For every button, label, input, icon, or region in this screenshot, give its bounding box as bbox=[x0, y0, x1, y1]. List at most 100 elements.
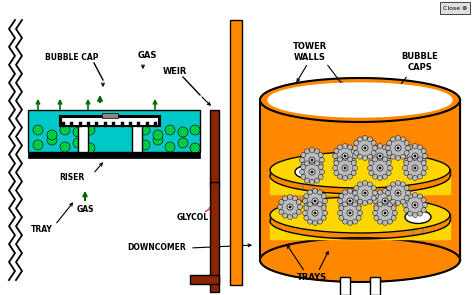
Circle shape bbox=[373, 145, 377, 150]
Circle shape bbox=[377, 153, 383, 159]
Circle shape bbox=[404, 207, 409, 212]
Polygon shape bbox=[260, 78, 460, 122]
Circle shape bbox=[395, 201, 401, 206]
Circle shape bbox=[369, 160, 374, 165]
Circle shape bbox=[383, 199, 386, 202]
Circle shape bbox=[304, 178, 310, 183]
Circle shape bbox=[321, 206, 326, 211]
Circle shape bbox=[73, 138, 83, 148]
Circle shape bbox=[351, 171, 356, 176]
Circle shape bbox=[342, 165, 348, 171]
Bar bbox=[370, 277, 380, 295]
Circle shape bbox=[369, 171, 374, 176]
Circle shape bbox=[357, 199, 363, 204]
Circle shape bbox=[301, 175, 306, 179]
Circle shape bbox=[318, 175, 323, 179]
Circle shape bbox=[47, 130, 57, 140]
Circle shape bbox=[402, 153, 408, 158]
Circle shape bbox=[391, 182, 395, 187]
Circle shape bbox=[388, 219, 392, 224]
Circle shape bbox=[301, 165, 306, 170]
Circle shape bbox=[304, 206, 309, 211]
Circle shape bbox=[421, 207, 426, 212]
Circle shape bbox=[351, 160, 356, 165]
Circle shape bbox=[321, 216, 326, 220]
Bar bbox=[60, 116, 160, 126]
Circle shape bbox=[305, 191, 325, 211]
Circle shape bbox=[312, 189, 318, 194]
Bar bbox=[129, 122, 132, 127]
Circle shape bbox=[391, 154, 395, 159]
Circle shape bbox=[178, 138, 188, 148]
Circle shape bbox=[396, 147, 400, 150]
Circle shape bbox=[408, 174, 412, 179]
Circle shape bbox=[412, 153, 418, 159]
Ellipse shape bbox=[405, 211, 431, 224]
Circle shape bbox=[383, 162, 388, 167]
Bar bbox=[87, 122, 90, 127]
Circle shape bbox=[383, 201, 388, 206]
Circle shape bbox=[347, 220, 353, 225]
Circle shape bbox=[351, 148, 356, 153]
Circle shape bbox=[337, 145, 343, 150]
Bar bbox=[104, 122, 107, 127]
Circle shape bbox=[308, 219, 312, 224]
Circle shape bbox=[300, 170, 304, 175]
Circle shape bbox=[190, 125, 200, 135]
Bar bbox=[137, 122, 140, 127]
Circle shape bbox=[418, 174, 422, 179]
Circle shape bbox=[405, 158, 425, 178]
Circle shape bbox=[422, 153, 428, 158]
Circle shape bbox=[308, 190, 312, 195]
Text: Close ⊗: Close ⊗ bbox=[443, 6, 467, 11]
Bar bbox=[132, 124, 142, 152]
Circle shape bbox=[391, 137, 395, 142]
Circle shape bbox=[404, 150, 409, 155]
Circle shape bbox=[367, 154, 373, 159]
Circle shape bbox=[344, 166, 346, 170]
Bar bbox=[210, 110, 219, 185]
Circle shape bbox=[404, 158, 409, 163]
Circle shape bbox=[370, 158, 390, 178]
Circle shape bbox=[367, 153, 373, 158]
Circle shape bbox=[391, 194, 396, 199]
Circle shape bbox=[377, 219, 383, 224]
Circle shape bbox=[305, 203, 325, 223]
Circle shape bbox=[373, 162, 377, 167]
Circle shape bbox=[339, 204, 344, 209]
Circle shape bbox=[367, 165, 373, 171]
Bar bbox=[28, 110, 200, 152]
Circle shape bbox=[401, 182, 405, 187]
Circle shape bbox=[412, 176, 418, 181]
Circle shape bbox=[310, 148, 315, 153]
Circle shape bbox=[153, 130, 163, 140]
Circle shape bbox=[322, 211, 328, 216]
Circle shape bbox=[296, 199, 301, 204]
Circle shape bbox=[33, 125, 43, 135]
Circle shape bbox=[369, 158, 374, 163]
Circle shape bbox=[279, 209, 284, 214]
Circle shape bbox=[351, 158, 356, 163]
Circle shape bbox=[85, 143, 95, 153]
Circle shape bbox=[347, 198, 353, 204]
Circle shape bbox=[412, 212, 418, 217]
Circle shape bbox=[318, 219, 322, 224]
Circle shape bbox=[337, 157, 343, 162]
Circle shape bbox=[388, 153, 392, 158]
Circle shape bbox=[337, 199, 343, 204]
Circle shape bbox=[339, 216, 344, 220]
Circle shape bbox=[412, 193, 418, 197]
Bar bbox=[70, 122, 73, 127]
Circle shape bbox=[388, 183, 408, 203]
Circle shape bbox=[373, 157, 377, 162]
Circle shape bbox=[289, 206, 292, 209]
Circle shape bbox=[337, 211, 343, 216]
Circle shape bbox=[357, 137, 363, 142]
Circle shape bbox=[383, 220, 388, 225]
Circle shape bbox=[395, 155, 401, 160]
Ellipse shape bbox=[295, 165, 321, 178]
Circle shape bbox=[301, 153, 306, 158]
Circle shape bbox=[347, 189, 353, 194]
Circle shape bbox=[335, 158, 355, 178]
Circle shape bbox=[343, 190, 347, 195]
